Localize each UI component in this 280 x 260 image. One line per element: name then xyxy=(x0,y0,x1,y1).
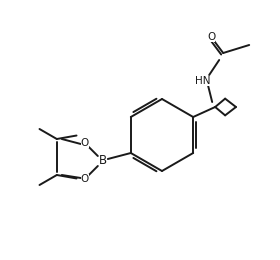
Text: B: B xyxy=(99,154,107,167)
Text: O: O xyxy=(207,32,215,42)
Text: O: O xyxy=(81,138,89,148)
Text: HN: HN xyxy=(195,76,211,86)
Text: O: O xyxy=(81,174,89,184)
